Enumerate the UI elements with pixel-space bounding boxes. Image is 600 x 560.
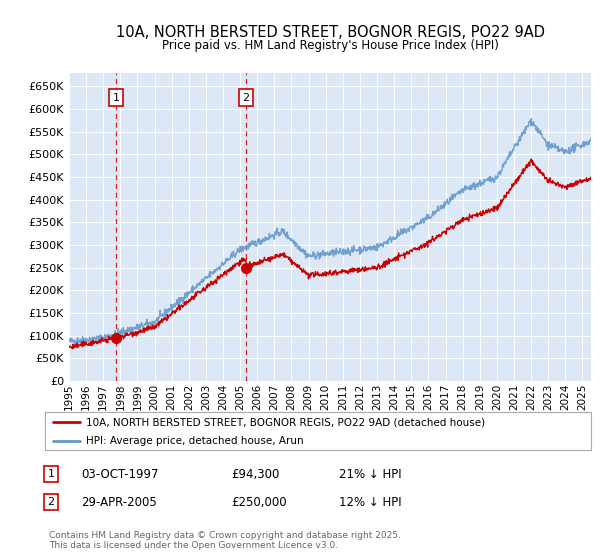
Text: 10A, NORTH BERSTED STREET, BOGNOR REGIS, PO22 9AD: 10A, NORTH BERSTED STREET, BOGNOR REGIS,… [115,25,545,40]
Text: 29-APR-2005: 29-APR-2005 [81,496,157,509]
Text: 2: 2 [47,497,55,507]
Text: £250,000: £250,000 [231,496,287,509]
Text: 12% ↓ HPI: 12% ↓ HPI [339,496,401,509]
Text: £94,300: £94,300 [231,468,280,481]
Text: 03-OCT-1997: 03-OCT-1997 [81,468,158,481]
Text: HPI: Average price, detached house, Arun: HPI: Average price, detached house, Arun [86,436,304,446]
Text: 1: 1 [113,93,119,102]
Text: 2: 2 [242,93,250,102]
Text: 21% ↓ HPI: 21% ↓ HPI [339,468,401,481]
Text: 1: 1 [47,469,55,479]
Text: Contains HM Land Registry data © Crown copyright and database right 2025.
This d: Contains HM Land Registry data © Crown c… [49,531,401,550]
Text: Price paid vs. HM Land Registry's House Price Index (HPI): Price paid vs. HM Land Registry's House … [161,39,499,52]
Text: 10A, NORTH BERSTED STREET, BOGNOR REGIS, PO22 9AD (detached house): 10A, NORTH BERSTED STREET, BOGNOR REGIS,… [86,417,485,427]
